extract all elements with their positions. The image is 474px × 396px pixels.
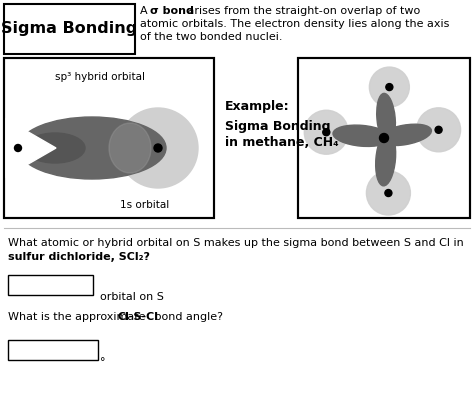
Text: sp³ hybrid orbital: sp³ hybrid orbital <box>55 72 145 82</box>
Text: 1s orbital: 1s orbital <box>120 200 170 210</box>
FancyBboxPatch shape <box>4 58 214 218</box>
FancyBboxPatch shape <box>4 4 135 54</box>
FancyBboxPatch shape <box>8 340 98 360</box>
Circle shape <box>323 129 330 136</box>
Ellipse shape <box>333 125 391 147</box>
Text: sulfur dichloride, SCl₂?: sulfur dichloride, SCl₂? <box>8 252 150 262</box>
Text: °: ° <box>100 357 106 367</box>
Text: atomic orbitals. The electron density lies along the axis: atomic orbitals. The electron density li… <box>140 19 449 29</box>
Text: arises from the straight-on overlap of two: arises from the straight-on overlap of t… <box>184 6 420 16</box>
Circle shape <box>385 190 392 196</box>
Ellipse shape <box>25 133 85 163</box>
Circle shape <box>369 67 410 107</box>
Ellipse shape <box>376 132 396 186</box>
Circle shape <box>380 133 389 143</box>
Ellipse shape <box>377 93 395 144</box>
Text: in methane, CH₄: in methane, CH₄ <box>225 136 338 149</box>
Text: A: A <box>140 6 151 16</box>
Ellipse shape <box>109 123 151 173</box>
Text: What is the approximate: What is the approximate <box>8 312 149 322</box>
Circle shape <box>417 108 461 152</box>
Circle shape <box>154 144 162 152</box>
Text: bond angle?: bond angle? <box>151 312 223 322</box>
Polygon shape <box>4 118 56 178</box>
Text: of the two bonded nuclei.: of the two bonded nuclei. <box>140 32 283 42</box>
Circle shape <box>15 145 21 152</box>
Text: What atomic or hybrid orbital on S makes up the sigma bond between S and Cl in: What atomic or hybrid orbital on S makes… <box>8 238 464 248</box>
Circle shape <box>366 171 410 215</box>
Text: Cl-S-Cl: Cl-S-Cl <box>117 312 158 322</box>
Circle shape <box>304 110 348 154</box>
Circle shape <box>435 126 442 133</box>
Text: Sigma Bonding: Sigma Bonding <box>225 120 330 133</box>
Ellipse shape <box>378 124 431 146</box>
Text: orbital on S: orbital on S <box>100 292 164 302</box>
Text: σ bond: σ bond <box>150 6 194 16</box>
Circle shape <box>118 108 198 188</box>
Text: Sigma Bonding: Sigma Bonding <box>1 21 137 36</box>
FancyBboxPatch shape <box>298 58 470 218</box>
FancyBboxPatch shape <box>8 275 93 295</box>
Circle shape <box>386 84 393 91</box>
Text: Example:: Example: <box>225 100 290 113</box>
Ellipse shape <box>18 117 166 179</box>
